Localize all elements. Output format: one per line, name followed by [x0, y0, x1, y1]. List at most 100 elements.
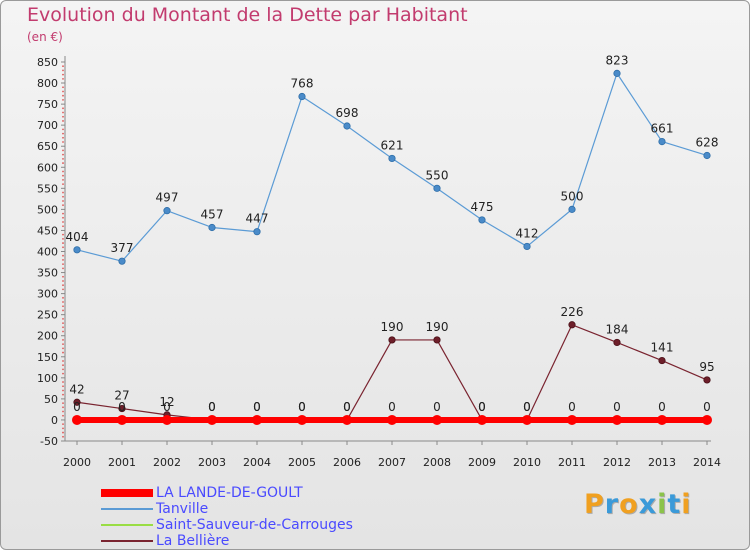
y-minor-tick	[62, 414, 64, 417]
y-minor-tick	[62, 343, 64, 346]
data-point	[207, 414, 217, 425]
chart-subtitle: (en €)	[27, 30, 63, 44]
data-point	[252, 414, 262, 425]
y-minor-tick	[62, 402, 64, 404]
data-label: 0	[343, 400, 351, 414]
legend-item: Saint-Sauveur-de-Carrouges	[101, 517, 401, 533]
x-tick-label: 2014	[693, 456, 721, 469]
data-label: 0	[703, 400, 711, 414]
y-minor-tick	[62, 254, 64, 257]
data-label: 42	[69, 382, 84, 396]
y-minor-tick	[62, 427, 64, 430]
y-minor-tick	[62, 233, 64, 236]
data-point	[72, 414, 82, 425]
y-tick-label: 300	[37, 288, 58, 301]
data-label: 0	[298, 400, 306, 414]
y-minor-tick	[62, 221, 64, 223]
logo-letter: o	[619, 489, 639, 520]
data-point	[73, 398, 81, 406]
data-label: 550	[426, 168, 449, 182]
y-minor-tick	[62, 389, 64, 392]
y-minor-tick	[62, 73, 64, 76]
data-label: 0	[613, 400, 621, 414]
data-label: 628	[696, 135, 719, 149]
data-label: 0	[388, 400, 396, 414]
data-point	[388, 154, 396, 163]
logo-letter: P	[584, 489, 605, 520]
data-label: 12	[159, 395, 174, 409]
data-label: 0	[523, 400, 531, 414]
y-minor-tick	[62, 372, 64, 375]
data-label: 621	[381, 138, 404, 152]
y-minor-tick	[62, 77, 64, 80]
y-minor-tick	[62, 330, 64, 333]
y-tick-label: 500	[37, 203, 58, 216]
y-minor-tick	[62, 246, 64, 249]
data-point	[613, 338, 621, 347]
data-point	[568, 321, 576, 329]
y-minor-tick	[62, 174, 64, 177]
y-tick-label: 250	[37, 309, 58, 322]
y-minor-tick	[62, 301, 64, 303]
data-point	[73, 246, 81, 254]
data-point	[477, 414, 487, 425]
data-label: 0	[523, 400, 531, 414]
y-minor-tick	[62, 128, 64, 131]
data-label: 0	[253, 400, 261, 414]
data-point	[387, 414, 397, 425]
data-label: 0	[118, 400, 126, 414]
y-minor-tick	[62, 132, 64, 135]
data-point	[568, 205, 576, 213]
y-minor-tick	[62, 153, 64, 156]
data-label: 190	[381, 320, 404, 334]
y-tick-label: 0	[51, 414, 58, 427]
y-tick-label: 200	[37, 330, 58, 343]
series-line-Tanville	[76, 72, 708, 262]
y-minor-tick	[62, 326, 64, 329]
y-tick-label: 550	[37, 182, 58, 195]
y-minor-tick	[62, 267, 64, 270]
y-minor-tick	[62, 381, 64, 383]
data-point	[567, 414, 577, 425]
y-minor-tick	[62, 115, 64, 118]
y-minor-tick	[62, 309, 64, 312]
data-point	[388, 336, 396, 344]
data-label: 447	[246, 212, 269, 226]
x-tick-label: 2000	[63, 456, 91, 469]
data-label: 661	[651, 122, 674, 136]
y-minor-tick	[62, 107, 64, 110]
y-tick-label: 850	[37, 56, 58, 69]
x-tick-label: 2010	[513, 456, 541, 469]
y-tick-label: 350	[37, 267, 58, 280]
data-point	[433, 336, 441, 344]
y-minor-tick	[62, 162, 64, 164]
proxiti-logo: Proxiti	[584, 489, 692, 520]
x-tick-label: 2004	[243, 456, 271, 469]
x-tick-label: 2012	[603, 456, 631, 469]
y-minor-tick	[62, 90, 64, 93]
y-tick-label: -50	[40, 435, 58, 448]
y-minor-tick	[62, 191, 64, 194]
y-minor-tick	[62, 69, 64, 72]
data-point	[433, 184, 441, 192]
y-minor-tick	[62, 317, 64, 320]
y-minor-tick	[62, 242, 64, 244]
y-minor-tick	[62, 385, 64, 388]
data-point	[612, 414, 622, 425]
data-point	[163, 207, 171, 215]
data-label: 475	[471, 200, 494, 214]
legend-label: Tanville	[156, 501, 209, 517]
data-label: 0	[73, 400, 81, 414]
y-minor-tick	[62, 216, 64, 219]
data-label: 0	[433, 400, 441, 414]
y-minor-tick	[62, 275, 64, 278]
data-label: 768	[291, 77, 314, 91]
y-minor-tick	[62, 364, 64, 367]
data-label: 184	[606, 322, 629, 336]
data-label: 141	[651, 341, 674, 355]
data-label: 0	[343, 400, 351, 414]
data-point	[298, 92, 306, 101]
data-point	[703, 151, 711, 160]
